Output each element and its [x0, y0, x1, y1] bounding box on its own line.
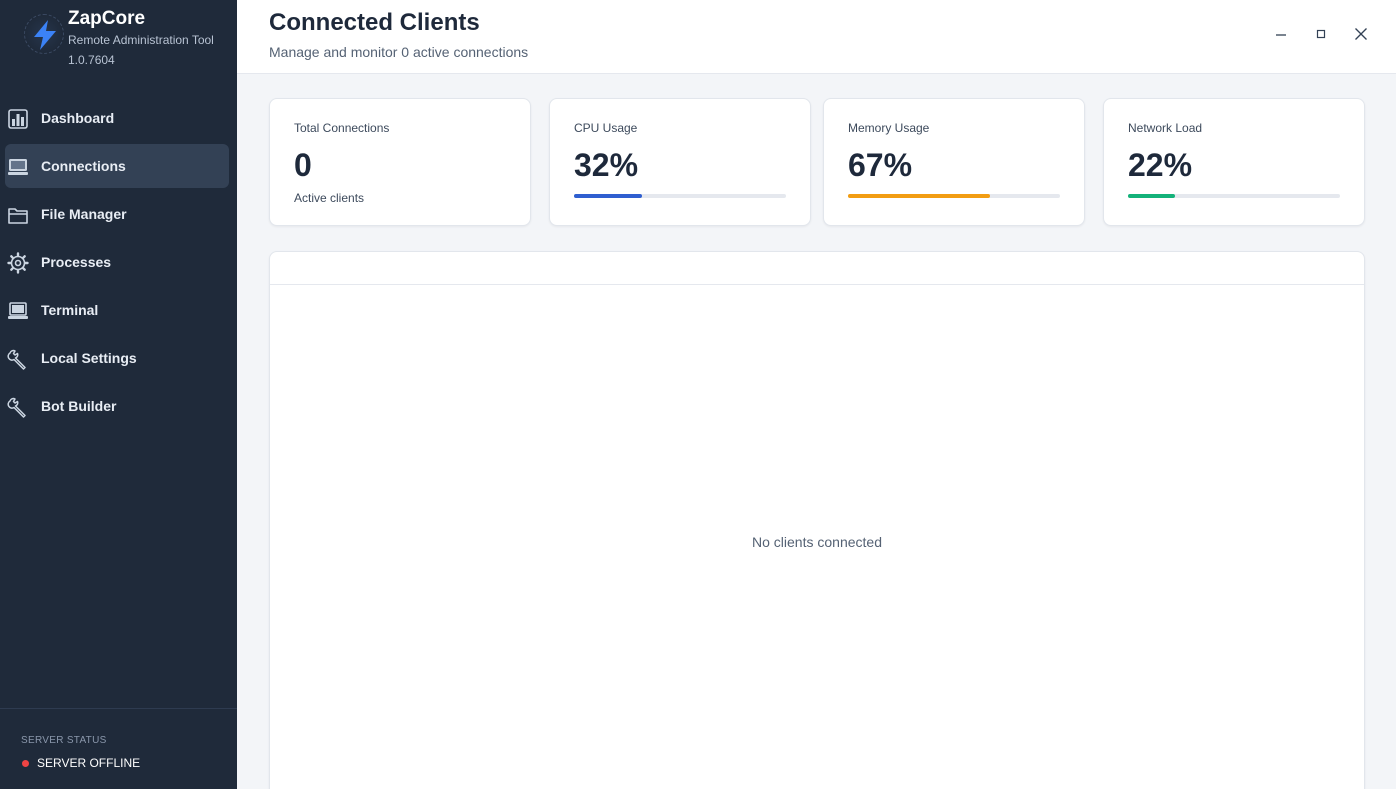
cpu-progress-bar: [574, 194, 642, 198]
clients-panel: No clients connected: [269, 251, 1365, 789]
card-value: 22%: [1128, 147, 1193, 183]
card-label: Network Load: [1128, 121, 1203, 135]
card-value: 67%: [848, 147, 913, 183]
progress-track: [848, 194, 1060, 198]
brand: ZapCore Remote Administration Tool 1.0.7…: [24, 8, 234, 72]
page-subtitle: Manage and monitor 0 active connections: [269, 44, 529, 60]
card-note: Active clients: [294, 191, 365, 205]
app-version: 1.0.7604: [68, 53, 115, 67]
maximize-icon: [1315, 27, 1327, 45]
sidebar-item-label: Bot Builder: [41, 398, 117, 414]
app-subtitle: Remote Administration Tool: [68, 33, 214, 47]
folder-icon: [7, 204, 29, 226]
progress-track: [1128, 194, 1340, 198]
card-label: Total Connections: [294, 121, 390, 135]
minimize-button[interactable]: [1269, 24, 1293, 48]
server-status-text: SERVER OFFLINE: [37, 756, 141, 770]
sidebar-item-bot-builder[interactable]: Bot Builder: [5, 384, 229, 428]
status-dot-icon: [22, 760, 29, 767]
server-status: SERVER STATUS SERVER OFFLINE: [0, 708, 237, 789]
clients-panel-header: [270, 252, 1364, 285]
sidebar-nav: Dashboard Connections File Manager: [5, 96, 229, 432]
sidebar: ZapCore Remote Administration Tool 1.0.7…: [0, 0, 237, 789]
sidebar-item-local-settings[interactable]: Local Settings: [5, 336, 229, 380]
card-value: 0: [294, 147, 312, 183]
gear-icon: [7, 252, 29, 274]
app-name: ZapCore: [68, 8, 146, 29]
sidebar-item-file-manager[interactable]: File Manager: [5, 192, 229, 236]
sidebar-item-label: Dashboard: [41, 110, 115, 126]
card-label: CPU Usage: [574, 121, 638, 135]
sidebar-item-processes[interactable]: Processes: [5, 240, 229, 284]
sidebar-item-label: Processes: [41, 254, 112, 270]
sidebar-item-terminal[interactable]: Terminal: [5, 288, 229, 332]
lightning-logo-icon: [24, 14, 64, 54]
network-progress-bar: [1128, 194, 1175, 198]
close-icon: [1354, 27, 1368, 46]
sidebar-item-label: Local Settings: [41, 350, 137, 366]
sidebar-item-dashboard[interactable]: Dashboard: [5, 96, 229, 140]
sidebar-item-label: File Manager: [41, 206, 127, 222]
memory-progress-bar: [848, 194, 991, 198]
memory-usage-card: Memory Usage 67%: [823, 98, 1085, 226]
maximize-button[interactable]: [1309, 24, 1333, 48]
sidebar-item-label: Connections: [41, 158, 126, 174]
card-value: 32%: [574, 147, 639, 183]
sidebar-item-connections[interactable]: Connections: [5, 144, 229, 188]
progress-track: [574, 194, 786, 198]
total-connections-card: Total Connections 0 Active clients: [269, 98, 531, 226]
card-label: Memory Usage: [848, 121, 930, 135]
page-header: Connected Clients Manage and monitor 0 a…: [237, 0, 1396, 74]
server-status-title: SERVER STATUS: [21, 735, 107, 746]
monitor-icon: [7, 156, 29, 178]
close-button[interactable]: [1349, 24, 1373, 48]
network-load-card: Network Load 22%: [1103, 98, 1365, 226]
wrench-icon: [7, 348, 29, 370]
page-title: Connected Clients: [269, 9, 480, 36]
wrench-icon: [7, 396, 29, 418]
laptop-icon: [7, 300, 29, 322]
minimize-icon: [1275, 27, 1287, 45]
bar-chart-icon: [7, 108, 29, 130]
sidebar-item-label: Terminal: [41, 302, 99, 318]
empty-state-message: No clients connected: [752, 534, 882, 550]
cpu-usage-card: CPU Usage 32%: [549, 98, 811, 226]
